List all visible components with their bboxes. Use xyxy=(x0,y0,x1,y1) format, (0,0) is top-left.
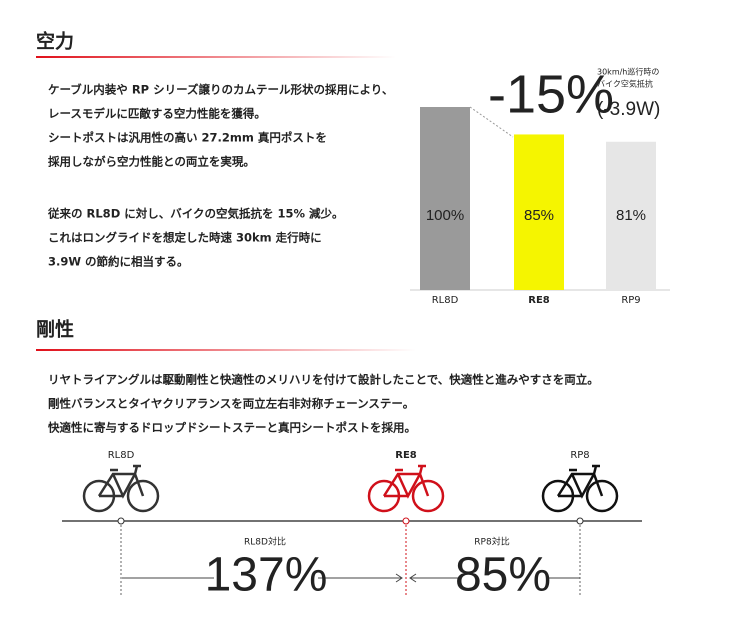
compare-value: 85% xyxy=(455,549,551,602)
body-text: 採用しながら空力性能との両立を実現。 xyxy=(48,155,255,169)
bar xyxy=(606,141,656,290)
arrow xyxy=(409,573,580,583)
point xyxy=(402,517,410,525)
stiffness-section: 剛性 RL8D対比 137% RP8対比 85% リヤトライアングルは駆動剛性と… xyxy=(36,318,642,602)
connector xyxy=(469,106,514,138)
point xyxy=(117,517,125,525)
compare-value: 137% xyxy=(205,549,328,602)
body-text: レースモデルに匹敵する空力性能を獲得。 xyxy=(48,107,266,121)
watts: (-3.9W) xyxy=(597,99,660,120)
compare-label: RP8対比 xyxy=(474,536,509,548)
point xyxy=(576,517,584,525)
body-text: 剛性バランスとタイヤクリアランスを両立左右非対称チェーンステー。 xyxy=(48,397,414,411)
arrow xyxy=(122,573,403,583)
note: 30km/h巡行時の xyxy=(597,67,659,77)
bar-chart: -15% 30km/h巡行時の バイク空気抵抗 (-3.9W) 100% RL8D… xyxy=(410,64,670,306)
body-text: シートポストは汎用性の高い 27.2mm 真円ポストを xyxy=(48,131,327,145)
heading-underline xyxy=(36,56,396,58)
body-text: 快適性に寄与するドロップドシートステーと真円シートポストを採用。 xyxy=(47,421,416,435)
body-text: これはロングライドを想定した時速 30km 走行時に xyxy=(48,231,322,245)
body-text: リヤトライアングルは駆動剛性と快適性のメリハリを付けて設計したことで、快適性と進… xyxy=(48,373,599,387)
value-label: 100% xyxy=(426,207,464,224)
aero-section: 空力 ケーブル内装や RP シリーズ譲りのカムテール形状の採用により、レースモデ… xyxy=(36,30,396,269)
bar xyxy=(514,134,564,290)
body-text: 従来の RL8D に対し、バイクの空気抵抗を 15% 減少。 xyxy=(47,207,344,221)
compare-label: RL8D対比 xyxy=(244,536,286,548)
bike-icon xyxy=(367,464,445,513)
body-text: ケーブル内装や RP シリーズ譲りのカムテール形状の採用により、 xyxy=(48,83,393,97)
heading-underline xyxy=(36,349,416,351)
bike-icon xyxy=(82,464,160,513)
bike-label: RE8 xyxy=(395,450,417,461)
category-label: RE8 xyxy=(528,295,550,306)
section-heading: 剛性 xyxy=(36,318,74,341)
bar xyxy=(420,107,470,290)
value-label: 81% xyxy=(616,207,646,224)
value-label: 85% xyxy=(524,207,554,224)
category-label: RP9 xyxy=(621,295,640,306)
bike-label: RP8 xyxy=(570,450,589,461)
category-label: RL8D xyxy=(432,295,459,306)
bike-icon xyxy=(541,464,619,513)
delta: -15% xyxy=(488,64,614,124)
section-heading: 空力 xyxy=(36,30,74,53)
bike-label: RL8D xyxy=(108,450,135,461)
body-text: 3.9W の節約に相当する。 xyxy=(48,255,189,269)
note: バイク空気抵抗 xyxy=(597,79,653,89)
